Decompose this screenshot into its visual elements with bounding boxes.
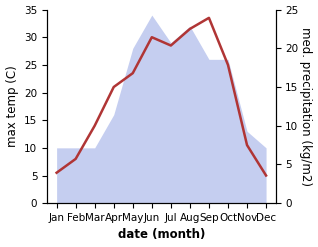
Y-axis label: max temp (C): max temp (C) — [5, 65, 18, 147]
Y-axis label: med. precipitation (kg/m2): med. precipitation (kg/m2) — [300, 27, 313, 186]
X-axis label: date (month): date (month) — [118, 228, 205, 242]
